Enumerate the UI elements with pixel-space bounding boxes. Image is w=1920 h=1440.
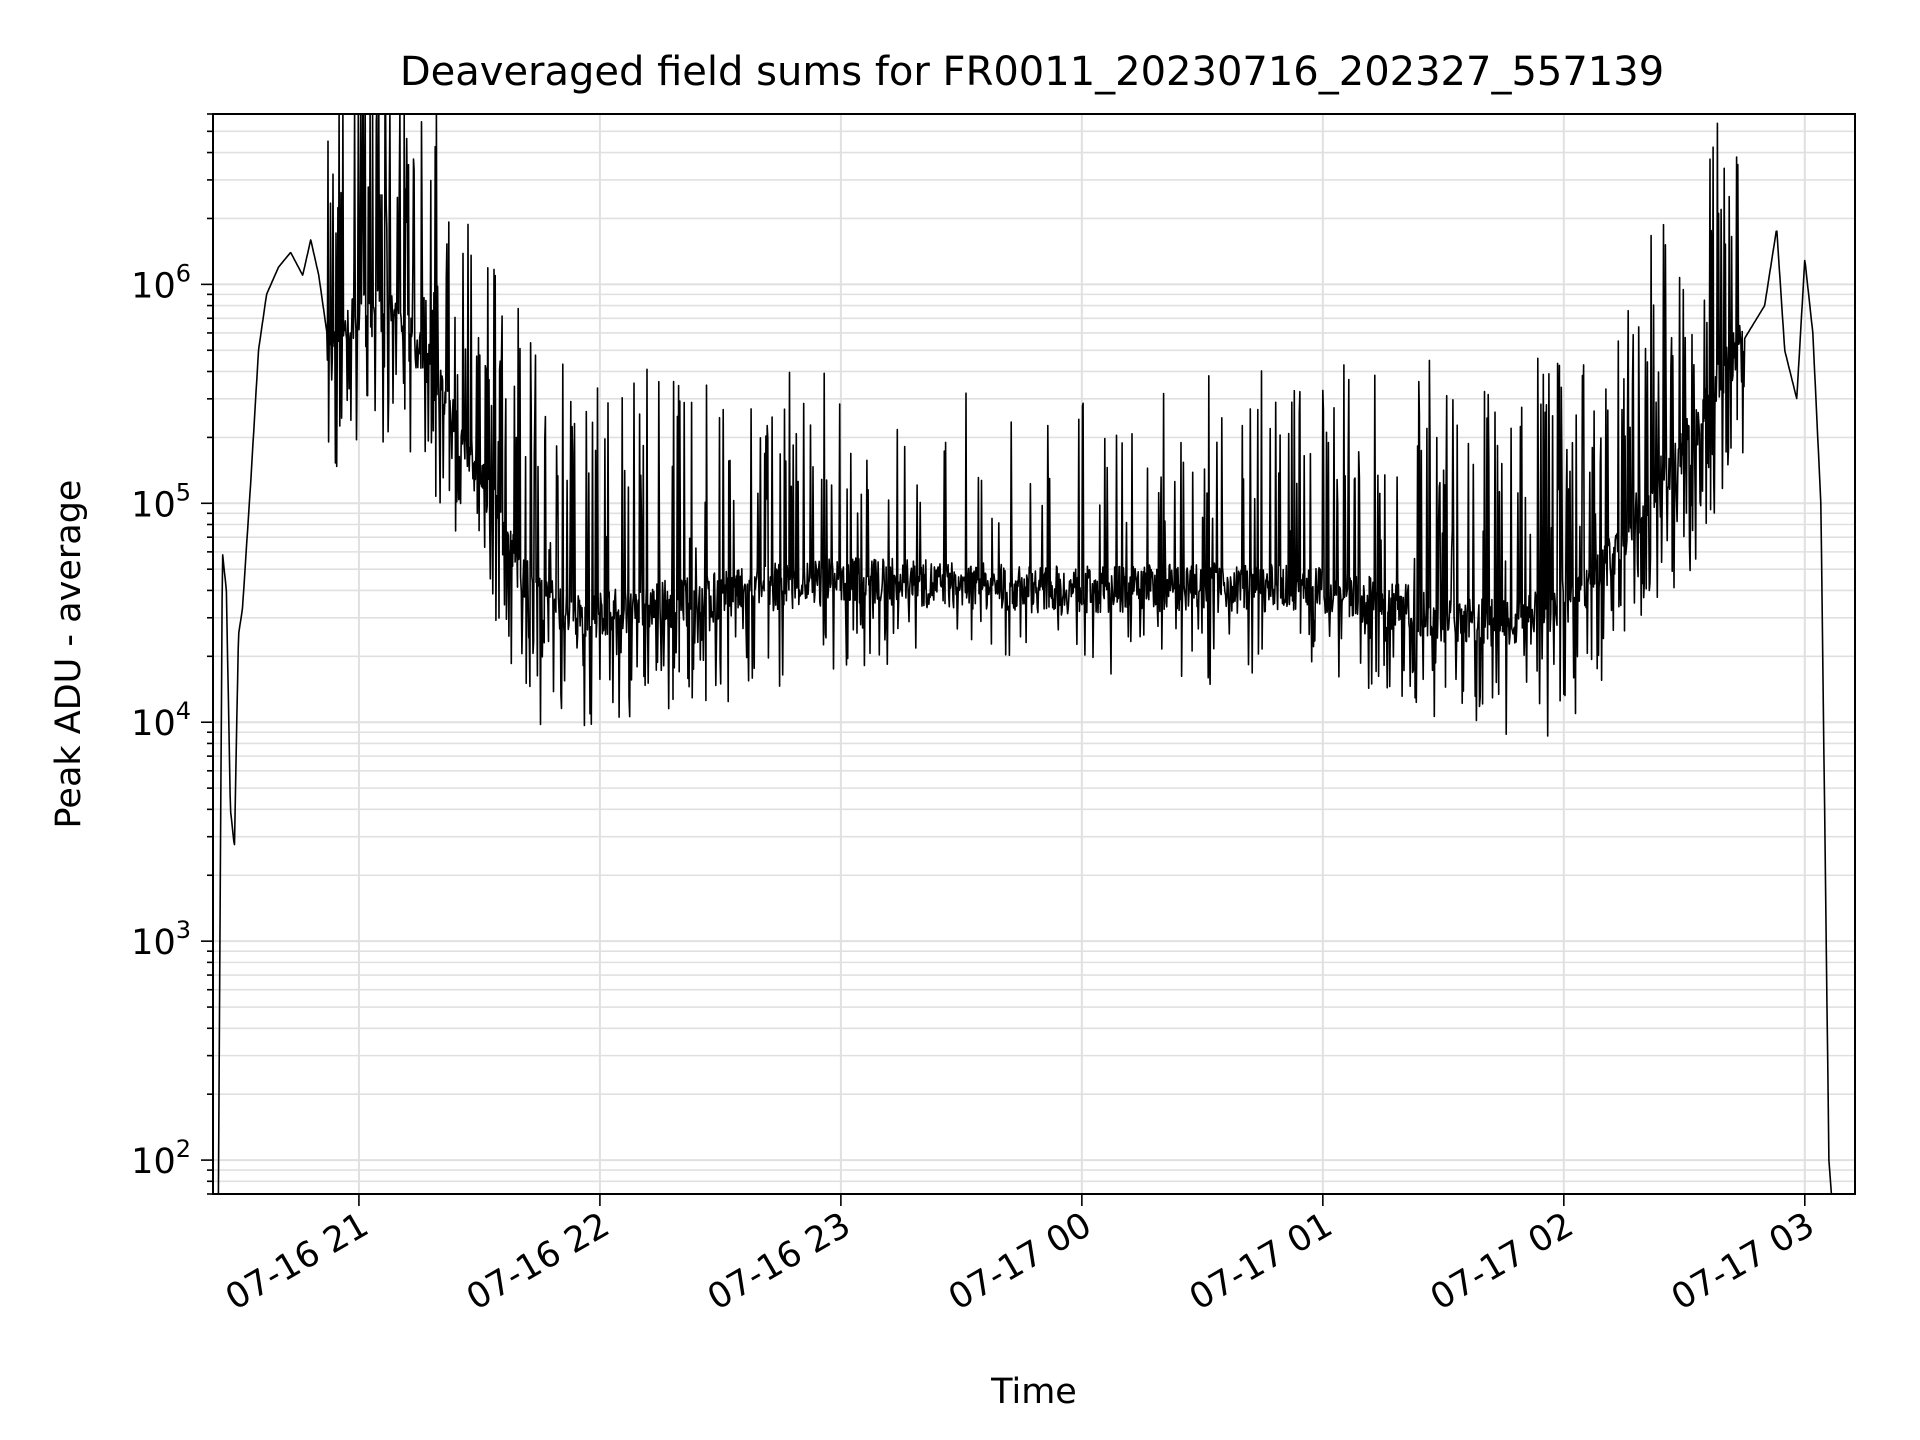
y-tick-label: 103 — [131, 916, 191, 963]
y-tick-label: 106 — [131, 259, 191, 306]
y-tick-label: 104 — [131, 697, 191, 744]
y-tick-label: 102 — [131, 1135, 191, 1182]
y-axis-label: Peak ADU - average — [49, 480, 89, 829]
axis-ticks — [201, 113, 1806, 1206]
plot-clip-group — [217, 114, 1833, 1194]
x-axis-label: Time — [990, 1372, 1077, 1412]
series-line — [217, 114, 1833, 1194]
chart-title: Deaveraged field sums for FR0011_2023071… — [400, 49, 1664, 95]
y-tick-labels: 102 103 104 105 106 — [131, 259, 191, 1182]
y-tick-label: 105 — [131, 478, 191, 525]
plot-frame — [212, 113, 1856, 1195]
